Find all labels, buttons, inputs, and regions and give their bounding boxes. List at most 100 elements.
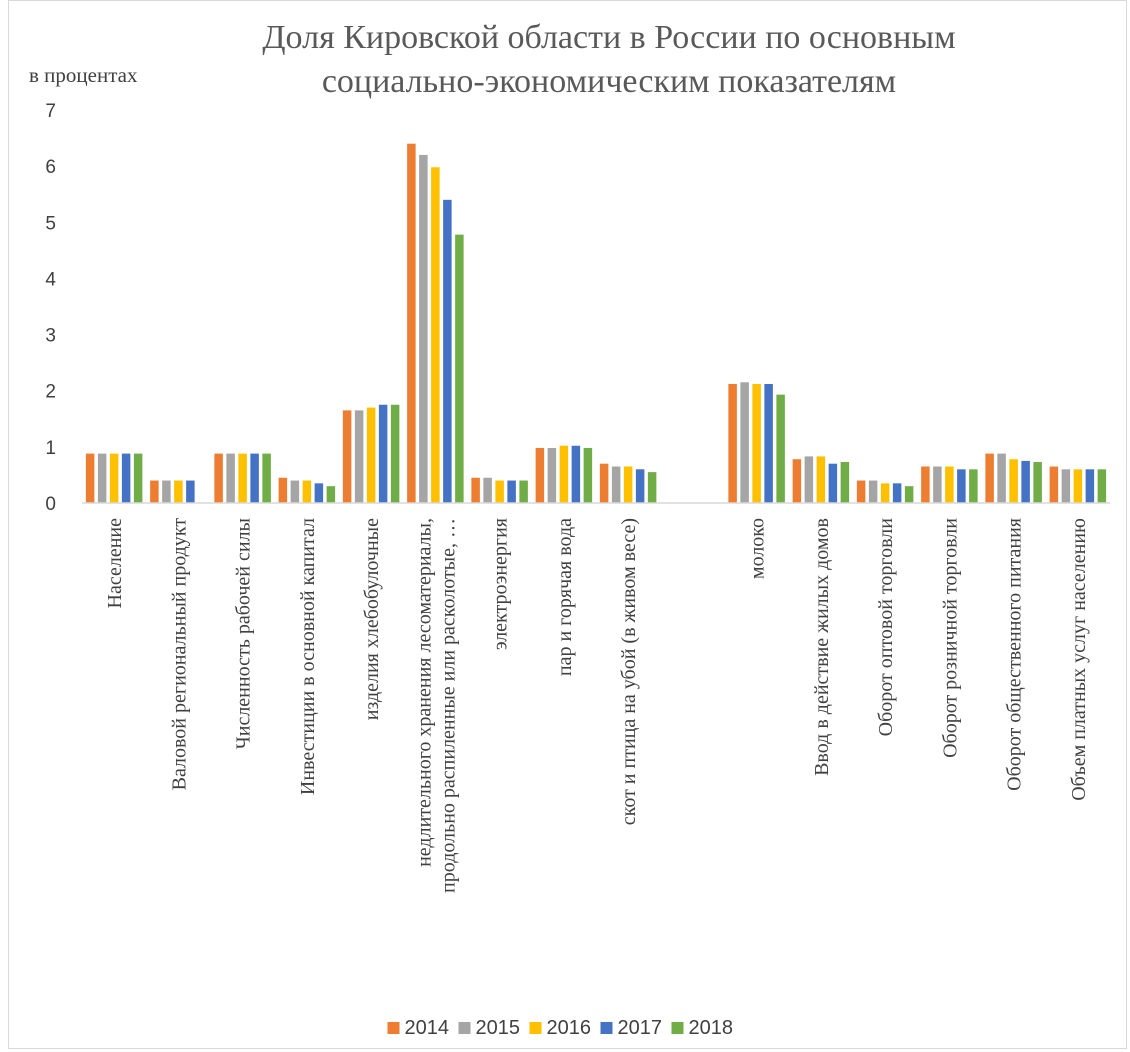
bar	[471, 477, 480, 503]
bar	[314, 483, 324, 503]
y-tick-label: 3	[45, 326, 56, 347]
bar	[390, 404, 400, 503]
bar	[740, 382, 749, 503]
bar	[1061, 469, 1071, 503]
bar	[547, 447, 557, 503]
bar	[431, 167, 440, 503]
bar	[1073, 469, 1083, 503]
bar	[214, 453, 223, 503]
bar	[611, 466, 621, 503]
bar	[419, 154, 428, 503]
x-category-label: продольно распиленные или расколотые, …	[437, 518, 459, 893]
bar	[495, 480, 504, 503]
x-category-label: Оборот оптовой торговли	[875, 518, 897, 737]
bar	[121, 453, 131, 503]
bar	[133, 453, 143, 503]
bar	[109, 453, 119, 503]
x-category-label: Численность рабочей силы	[233, 518, 255, 749]
bar	[186, 480, 195, 503]
bar	[880, 483, 890, 503]
legend-label: 2015	[476, 1017, 521, 1039]
bar	[776, 394, 785, 503]
bar	[921, 466, 930, 503]
bar	[635, 469, 645, 503]
legend-swatch	[529, 1022, 542, 1034]
x-category-label: молоко	[747, 518, 769, 579]
bar	[535, 447, 545, 503]
bar	[583, 447, 593, 503]
chart-title-line-1: Доля Кировской области в России по основ…	[262, 19, 955, 56]
bar	[290, 480, 300, 503]
bar	[792, 459, 802, 503]
legend-swatch	[600, 1022, 613, 1034]
bar	[85, 453, 95, 503]
bar	[150, 480, 159, 503]
y-axis: 0 1 2 3 4 5 6 7	[45, 101, 56, 515]
bar	[945, 466, 954, 503]
bar	[278, 477, 288, 503]
bar	[904, 486, 914, 503]
bar	[571, 445, 581, 503]
bar	[1033, 462, 1042, 503]
bar	[455, 234, 464, 503]
legend-swatch	[387, 1022, 400, 1034]
x-category-label: Объем платных услуг населению	[1068, 518, 1090, 801]
bar	[828, 463, 838, 503]
bar	[1009, 459, 1018, 503]
bar	[840, 462, 850, 503]
legend-label: 2018	[689, 1017, 734, 1039]
bar	[868, 480, 878, 503]
legend-label: 2017	[618, 1017, 663, 1039]
y-axis-unit-label: в процентах	[29, 63, 138, 87]
x-category-label: Оборот общественного питания	[1004, 518, 1026, 791]
x-category-label: пар и горячая вода	[554, 518, 576, 676]
bar	[250, 453, 259, 503]
legend-label: 2014	[405, 1017, 450, 1039]
legend-label: 2016	[547, 1017, 592, 1039]
x-category-label: скот и птица на убой (в живом весе)	[618, 518, 640, 825]
bar	[507, 480, 516, 503]
bar	[856, 480, 866, 503]
y-tick-label: 1	[45, 438, 56, 459]
bars	[85, 143, 1107, 504]
bar	[354, 410, 364, 503]
y-tick-label: 7	[45, 101, 56, 122]
bar	[162, 480, 171, 503]
bar	[957, 469, 966, 503]
bar	[985, 453, 994, 503]
bar	[226, 453, 235, 503]
x-category-label: Ввод в действие жилых домов	[811, 518, 833, 776]
bar	[804, 456, 814, 503]
x-category-label: Валовой региональный продукт	[168, 518, 190, 791]
bar	[443, 199, 452, 504]
bar	[969, 469, 978, 503]
x-axis-labels: Население Валовой региональный продукт Чис…	[104, 518, 1090, 893]
bar	[1021, 460, 1030, 503]
bar	[728, 383, 737, 503]
y-tick-label: 4	[45, 269, 56, 290]
x-category-label: электроэнергия	[490, 518, 512, 650]
bar	[1097, 469, 1107, 503]
y-tick-label: 2	[45, 382, 56, 403]
legend-swatch	[458, 1022, 471, 1034]
x-category-label: недлительного хранения лесоматериалы,	[413, 518, 435, 867]
y-tick-label: 0	[45, 494, 56, 515]
bar	[816, 456, 826, 503]
x-category-label: Оборот розничной торговли	[939, 518, 961, 758]
bar	[599, 463, 609, 503]
bar	[407, 143, 416, 503]
bar	[752, 383, 761, 503]
bar	[764, 383, 773, 503]
y-tick-label: 6	[45, 157, 56, 178]
bar	[519, 480, 528, 503]
bar	[647, 472, 657, 503]
legend: 2014 2015 2016 2017 2018	[387, 1017, 734, 1039]
bar	[1085, 469, 1095, 503]
x-category-label: изделия хлебобулочные	[361, 518, 383, 720]
bar	[559, 445, 569, 503]
bar	[366, 407, 376, 503]
x-category-label: Население	[104, 518, 126, 609]
bar	[326, 486, 336, 503]
bar	[174, 480, 183, 503]
